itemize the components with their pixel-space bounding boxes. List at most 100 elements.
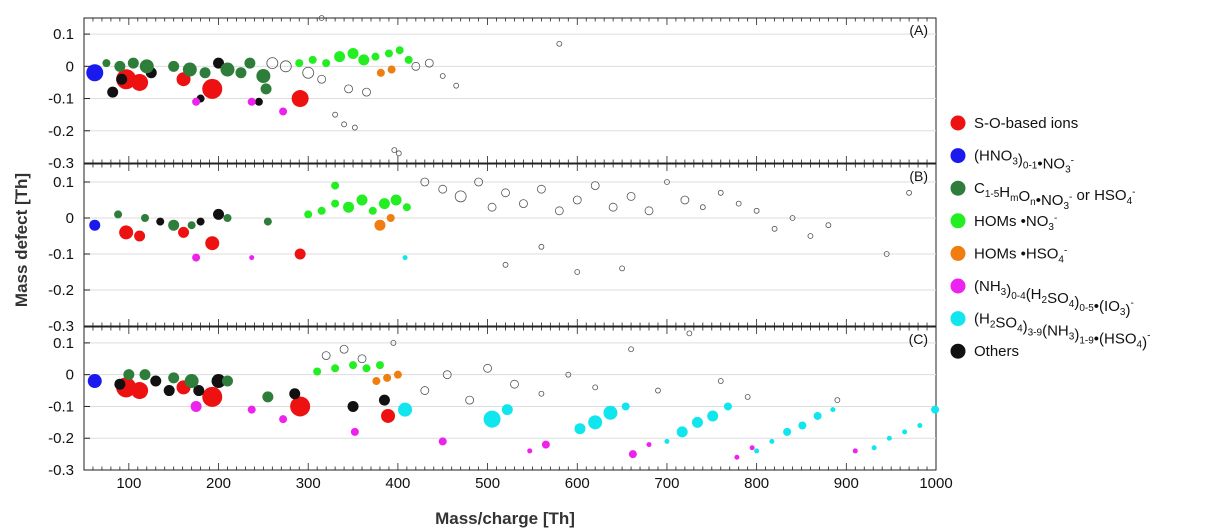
data-point-unassigned (744, 394, 751, 400)
data-point-s-o-based (205, 236, 220, 251)
panel-frame (83, 163, 937, 327)
legend-label: HOMs •HSO4- (974, 245, 1067, 265)
x-tick-label: 800 (744, 475, 769, 492)
data-point-others (211, 374, 226, 389)
data-point-h2so4-nh3-hso4 (691, 416, 703, 428)
data-point-homs-no3 (378, 198, 390, 210)
data-point-homs-no3 (349, 361, 358, 370)
data-point-unassigned (608, 202, 618, 212)
data-point-homs-no3 (402, 203, 411, 212)
data-point-unassigned (411, 61, 421, 71)
panels: 0.10-0.1-0.2-0.3(A)0.10-0.1-0.2-0.3(B)0.… (48, 15, 940, 479)
data-point-h2so4-nh3-hso4 (603, 405, 618, 420)
x-tick-label: 700 (654, 475, 679, 492)
data-point-unassigned (906, 189, 912, 196)
data-point-hno3-no3 (87, 374, 102, 389)
data-point-nh3-h2so4-io3 (190, 400, 202, 412)
data-point-unassigned (655, 387, 661, 394)
x-tick-label: 100 (116, 475, 141, 492)
data-point-unassigned (717, 189, 724, 196)
data-point-h2so4-nh3-hso4 (574, 423, 586, 435)
panel-label: (C) (909, 331, 928, 347)
data-point-unassigned (439, 73, 446, 79)
y-tick-label: 0 (66, 367, 74, 384)
data-point-h2so4-nh3-hso4 (676, 426, 688, 438)
data-point-unassigned (735, 200, 742, 207)
data-point-homs-hso4 (374, 219, 386, 231)
y-tick-label: -0.1 (48, 246, 74, 263)
data-point-unassigned (834, 397, 841, 403)
data-point-h2so4-nh3-hso4 (501, 404, 513, 416)
data-point-h2so4-nh3-hso4 (902, 429, 908, 435)
data-point-s-o-based (294, 248, 306, 260)
data-point-unassigned (454, 190, 467, 203)
data-point-h2so4-nh3-hso4 (664, 438, 670, 444)
y-tick-label: -0.2 (48, 123, 74, 140)
data-point-cho (168, 372, 180, 384)
data-point-nh3-h2so4-io3 (192, 253, 201, 262)
data-point-unassigned (483, 363, 492, 373)
data-point-unassigned (536, 184, 546, 194)
data-point-homs-no3 (343, 201, 355, 213)
panel-3: 0.1 0 -0.1 -0.2 -0.3 (C) (48, 326, 940, 479)
data-point-cho (262, 391, 274, 403)
data-point-nh3-h2so4-io3 (541, 440, 550, 449)
data-point-cho (123, 369, 135, 381)
y-tick-label: -0.1 (48, 91, 74, 108)
data-point-h2so4-nh3-hso4 (830, 407, 836, 413)
data-point-unassigned (619, 265, 626, 272)
data-point-nh3-h2so4-io3 (247, 97, 256, 106)
data-point-h2so4-nh3-hso4 (707, 410, 719, 422)
data-point-s-o-based (381, 408, 396, 423)
data-point-unassigned (390, 339, 397, 346)
data-point-unassigned (501, 188, 510, 198)
data-point-h2so4-nh3-hso4 (588, 415, 603, 430)
legend-label: (HNO3)0-1•NO3- (974, 148, 1074, 176)
x-tick-label: 1000 (919, 475, 952, 492)
data-point-nh3-h2so4-io3 (279, 415, 288, 424)
legend-swatch (950, 148, 966, 164)
data-point-others (116, 73, 128, 85)
panel-frame (83, 17, 937, 164)
data-point-homs-hso4 (376, 68, 385, 77)
legend-label: (H2SO4)3-9(NH3)1-9•(HSO4)- (974, 311, 1150, 352)
data-point-h2so4-nh3-hso4 (871, 445, 877, 451)
data-point-nh3-h2so4-io3 (279, 107, 288, 116)
y-tick-label: -0.3 (48, 318, 74, 335)
data-point-s-o-based (131, 382, 149, 400)
data-point-h2so4-nh3-hso4 (483, 410, 501, 428)
data-point-cho (223, 214, 232, 222)
data-point-nh3-h2so4-io3 (852, 448, 858, 454)
data-point-unassigned (487, 202, 497, 212)
data-point-others (150, 375, 162, 387)
data-point-unassigned (686, 330, 693, 337)
legend-label: S-O-based ions (974, 115, 1078, 132)
data-point-cho (184, 374, 199, 389)
data-point-homs-no3 (317, 206, 326, 215)
data-point-unassigned (628, 346, 634, 353)
panel-label: (B) (909, 168, 928, 184)
data-point-unassigned (332, 111, 339, 118)
legend-item-hno3-no3: (HNO3)0-1•NO3- (950, 148, 1074, 176)
data-point-homs-no3 (356, 194, 368, 206)
data-point-unassigned (753, 207, 760, 214)
data-point-unassigned (279, 60, 292, 73)
data-point-unassigned (339, 344, 349, 354)
data-point-nh3-h2so4-io3 (438, 437, 447, 446)
data-point-others (163, 385, 175, 397)
data-point-homs-no3 (395, 46, 404, 55)
data-point-unassigned (574, 269, 581, 275)
data-point-homs-no3 (384, 49, 393, 58)
x-axis-title: Mass/charge [Th] (435, 509, 575, 528)
data-point-unassigned (344, 84, 353, 94)
data-point-hno3-no3 (89, 219, 101, 231)
data-point-homs-hso4 (372, 377, 381, 386)
data-point-s-o-based (134, 230, 146, 242)
y-tick-label: -0.3 (48, 462, 74, 479)
data-point-cho (244, 57, 256, 69)
data-point-homs-no3 (390, 194, 402, 206)
data-point-unassigned (590, 181, 600, 191)
data-point-cho (235, 67, 247, 79)
data-point-homs-no3 (295, 59, 304, 68)
data-point-nh3-h2so4-io3 (646, 442, 652, 448)
